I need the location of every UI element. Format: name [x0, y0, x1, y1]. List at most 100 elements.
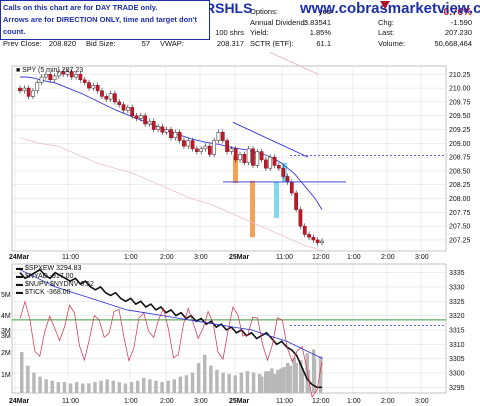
candle-body — [307, 234, 311, 238]
volume-tick-label: 4M — [1, 313, 11, 320]
candle-body — [220, 132, 225, 141]
candle-body — [143, 115, 147, 125]
volume-bar — [160, 382, 164, 393]
candle-body — [229, 148, 234, 152]
volume-bar — [196, 362, 201, 393]
candle-body — [311, 236, 316, 241]
price-tick-label: 209.25 — [449, 127, 471, 134]
breadth-x-tick-label: 1:00 — [124, 398, 138, 405]
breadth-tick-label: 3310 — [449, 342, 465, 349]
candle-body — [160, 126, 165, 133]
candle-body — [186, 140, 191, 147]
ma-slow-line — [269, 51, 319, 75]
candle-body — [147, 120, 152, 125]
price-grid — [12, 66, 446, 251]
candle-body — [173, 132, 178, 139]
volume-bar — [227, 373, 231, 393]
candle-body — [233, 148, 238, 161]
candle-body — [91, 85, 96, 89]
price-x-tick-label: 12:00 — [312, 254, 330, 261]
volume-bar — [257, 373, 262, 393]
change-label: Volume: — [378, 38, 406, 48]
price-y-axis: 207.25 207.50 207.75 208.00 208.25 208.50 208.… — [449, 72, 471, 245]
candle-body — [113, 93, 117, 103]
moving-averages — [19, 51, 325, 252]
candle-body — [315, 239, 320, 243]
volume-bar — [282, 367, 286, 393]
breadth-x-tick-label: 11:00 — [62, 398, 79, 405]
volume-tick-label: 3M — [1, 333, 11, 340]
price-x-tick-label: 2:00 — [160, 254, 174, 261]
candle-body — [264, 159, 268, 169]
volume-bar — [318, 356, 323, 393]
volume-bar — [215, 369, 219, 393]
breadth-tick-label: 3295 — [449, 385, 465, 392]
candle-body — [61, 71, 65, 75]
breadth-x-tick-label: 3:00 — [415, 398, 429, 405]
volume-bar — [190, 372, 195, 393]
breadth-tick-label: 3305 — [449, 356, 465, 363]
volume-bar — [273, 373, 277, 393]
candle-body — [320, 240, 324, 243]
volume-bar — [62, 382, 67, 393]
volume-bar — [184, 375, 189, 393]
nyad-line — [19, 300, 323, 398]
candle-body — [87, 82, 91, 89]
dividend-label: Annual Dividend: — [250, 17, 307, 27]
price-legend: ■ SPY (5 min) 207.23 — [16, 67, 83, 74]
price-x-tick-label: 11:00 — [276, 254, 293, 261]
candle-body — [251, 148, 255, 166]
breadth-x-tick-label: 25Mar — [229, 398, 250, 405]
bidask-label: Bid Size: — [86, 38, 116, 48]
candle-body — [31, 90, 35, 97]
volume-bar — [111, 380, 115, 393]
breadth-legend-item: ▬ $NUPV:$NYDNV 0.52 — [16, 281, 94, 288]
volume-bar — [276, 369, 280, 393]
volume-bar — [279, 368, 283, 393]
candle-body — [164, 129, 169, 133]
price-tick-label: 209.00 — [449, 141, 471, 148]
candle-body — [56, 71, 61, 77]
candle-body — [39, 76, 44, 83]
disclaimer-line-1: Calls on this chart are for DAY TRADE on… — [3, 3, 158, 12]
breadth-x-tick-label: 1:00 — [347, 398, 361, 405]
volume-bar — [38, 376, 42, 393]
candle-body — [289, 181, 294, 194]
candle-body — [151, 120, 156, 130]
breadth-legend-item: ▬ $TICK -368.00 — [16, 289, 71, 296]
breadth-tick-label: 3300 — [449, 370, 465, 377]
breadth-grid — [12, 264, 446, 393]
volume-bar — [56, 382, 61, 393]
volume-bar — [154, 380, 158, 393]
price-tick-label: 207.75 — [449, 210, 471, 217]
price-tick-label: 210.00 — [449, 86, 471, 93]
volume-bar — [245, 371, 250, 393]
site-watermark: www.cobrasmarketview.com — [300, 0, 480, 17]
candle-body — [121, 104, 126, 111]
down-arrow-icon — [380, 1, 390, 9]
candle-body — [74, 74, 78, 78]
volume-bar — [221, 372, 225, 393]
breadth-x-tick-label: 12:00 — [312, 398, 330, 405]
volume-bar — [93, 382, 97, 393]
volume-bar — [178, 376, 183, 393]
breadth-tick-label: 3325 — [449, 299, 465, 306]
breadth-x-tick-label: 11:00 — [276, 398, 293, 405]
candle-body — [225, 140, 229, 152]
price-tick-label: 208.50 — [449, 168, 471, 175]
volume-bar — [87, 383, 91, 393]
breadth-x-tick-label: 24Mar — [9, 398, 30, 405]
candle-body — [177, 132, 182, 141]
price-tick-label: 207.25 — [449, 237, 471, 244]
candle-body — [22, 87, 27, 92]
candle-body — [207, 145, 212, 155]
volume-bars — [20, 349, 323, 393]
volume-bar — [81, 383, 85, 393]
breadth-legend-item: ▬ $NYAD -917.00 — [16, 273, 74, 280]
price-panel-frame — [11, 65, 447, 252]
breadth-tick-label: 3320 — [449, 313, 465, 320]
candle-body — [281, 167, 286, 177]
candle-body — [294, 192, 298, 210]
candle-body — [65, 71, 70, 75]
change-label: Chg: — [378, 17, 394, 27]
